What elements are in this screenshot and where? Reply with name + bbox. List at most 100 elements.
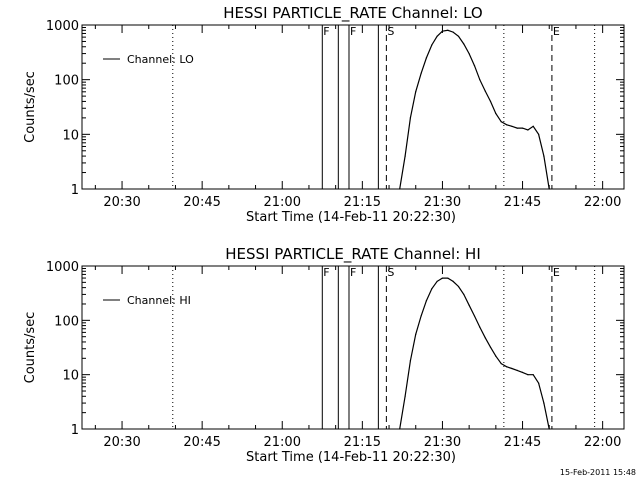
data-point <box>420 315 422 317</box>
x-tick-label: 22:00 <box>584 195 621 210</box>
chart-title: HESSI PARTICLE_RATE Channel: LO <box>223 4 482 23</box>
data-point <box>538 133 540 135</box>
x-tick-label: 20:45 <box>183 435 220 450</box>
data-point <box>452 31 454 33</box>
chart-title: HESSI PARTICLE_RATE Channel: HI <box>225 245 481 264</box>
x-tick-label: 21:45 <box>504 435 541 450</box>
event-marker-label: E <box>553 266 560 279</box>
data-point <box>538 382 540 384</box>
x-axis-label: Start Time (14-Feb-11 20:22:30) <box>246 450 456 465</box>
data-point <box>431 44 433 46</box>
data-point <box>457 35 460 37</box>
data-point <box>457 285 460 288</box>
x-axis-label: Start Time (14-Feb-11 20:22:30) <box>246 210 456 225</box>
y-tick-label: 10 <box>62 128 79 143</box>
data-point <box>436 280 438 282</box>
event-marker-label: E <box>553 25 560 38</box>
data-point <box>511 367 513 370</box>
data-point <box>479 79 481 81</box>
y-tick-label: 1000 <box>46 260 79 275</box>
y-axis-label: Counts/sec <box>23 312 38 384</box>
legend-label: Channel: HI <box>127 294 191 307</box>
data-point <box>420 72 422 74</box>
x-tick-label: 22:00 <box>584 435 621 450</box>
data-point <box>516 369 518 371</box>
y-tick-label: 100 <box>54 74 79 89</box>
data-point <box>463 293 465 295</box>
data-point <box>548 188 550 190</box>
x-tick-label: 20:45 <box>183 195 220 210</box>
footer-timestamp: 15-Feb-2011 15:48 <box>560 468 636 477</box>
x-tick-label: 21:30 <box>424 435 461 450</box>
series-line <box>399 277 550 430</box>
data-point <box>447 29 449 31</box>
y-tick-label: 100 <box>54 314 79 329</box>
data-point <box>505 366 508 368</box>
data-point <box>473 315 476 317</box>
data-point <box>495 355 497 357</box>
plot-frame <box>81 24 625 190</box>
data-point <box>447 277 449 279</box>
plot-frame <box>81 265 625 430</box>
event-marker-label: F <box>323 266 329 279</box>
data-point <box>463 43 465 45</box>
y-tick-label: 1 <box>71 183 79 198</box>
data-point <box>489 100 492 102</box>
data-point <box>404 395 406 397</box>
x-tick-label: 21:00 <box>264 195 301 210</box>
data-point <box>409 360 411 362</box>
data-point <box>425 57 427 59</box>
data-point <box>543 155 545 157</box>
data-point <box>532 125 534 127</box>
data-point <box>495 112 497 115</box>
data-point <box>441 30 443 32</box>
series-line <box>399 29 550 190</box>
data-point <box>399 428 401 430</box>
x-tick-label: 21:30 <box>424 195 461 210</box>
y-tick-label: 10 <box>62 369 79 384</box>
data-point <box>505 124 508 126</box>
data-point <box>436 35 438 37</box>
data-point <box>473 65 476 67</box>
data-point <box>404 155 406 157</box>
data-point <box>527 129 529 131</box>
data-point <box>484 337 486 339</box>
panel-lo: HESSI PARTICLE_RATE Channel: LO F F S E 1 10 10… <box>23 4 625 225</box>
data-point <box>532 374 534 376</box>
data-point <box>500 363 502 365</box>
y-tick-label: 1000 <box>46 19 79 34</box>
data-point <box>452 280 454 282</box>
x-tick-label: 21:45 <box>504 195 541 210</box>
data-point <box>468 304 470 306</box>
y-tick-label: 1 <box>71 423 79 438</box>
data-point <box>415 91 417 93</box>
legend-label: Channel: LO <box>127 53 194 66</box>
event-marker-label: F <box>350 25 356 38</box>
data-point <box>415 333 417 335</box>
x-tick-label: 21:00 <box>264 435 301 450</box>
data-point <box>527 374 529 376</box>
data-point <box>484 90 486 92</box>
data-point <box>441 277 443 279</box>
event-marker-label: S <box>387 25 394 38</box>
data-point <box>425 300 427 302</box>
data-point <box>516 127 518 129</box>
x-tick-label: 20:30 <box>103 195 140 210</box>
x-tick-label: 21:15 <box>344 195 381 210</box>
data-point <box>489 346 492 348</box>
event-marker-label: F <box>350 266 356 279</box>
data-point <box>431 288 433 290</box>
panel-hi: HESSI PARTICLE_RATE Channel: HI F F S E 1 10 10… <box>23 245 625 465</box>
event-marker-label: S <box>387 266 394 279</box>
data-point <box>521 127 524 129</box>
data-point <box>543 402 545 404</box>
data-point <box>500 121 502 123</box>
y-axis-label: Counts/sec <box>23 71 38 143</box>
data-point <box>511 125 513 127</box>
data-point <box>399 188 401 190</box>
x-tick-label: 20:30 <box>103 435 140 450</box>
data-point <box>521 371 524 373</box>
x-tick-label: 21:15 <box>344 435 381 450</box>
event-marker-label: F <box>323 25 329 38</box>
